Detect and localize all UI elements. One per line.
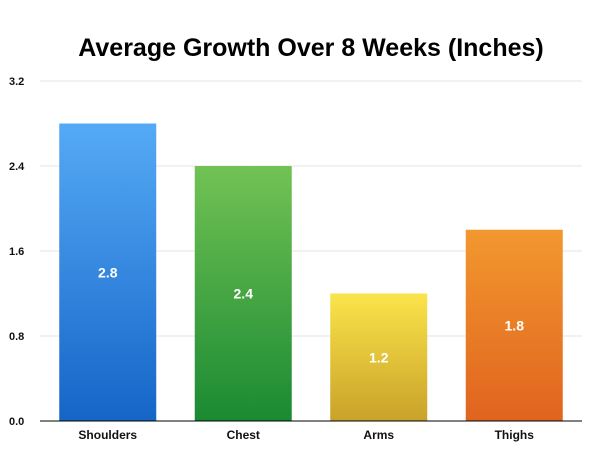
data-label: 2.4 bbox=[234, 286, 254, 302]
bar-arms bbox=[330, 293, 428, 421]
data-label: 2.8 bbox=[98, 264, 118, 280]
x-tick-label: Chest bbox=[227, 428, 260, 442]
data-label: 1.8 bbox=[505, 317, 525, 333]
x-tick-label: Shoulders bbox=[78, 428, 137, 442]
x-tick-label: Arms bbox=[363, 428, 394, 442]
data-label: 1.2 bbox=[369, 349, 389, 365]
y-tick-label: 0.0 bbox=[9, 416, 24, 428]
y-tick-label: 0.8 bbox=[9, 331, 24, 343]
bar-thighs bbox=[465, 229, 563, 421]
y-tick-label: 3.2 bbox=[9, 76, 24, 88]
bar-chest bbox=[194, 166, 292, 421]
x-tick-label: Thighs bbox=[495, 428, 535, 442]
bar-shoulders bbox=[59, 123, 157, 421]
labels: 0.0 0.8 1.6 2.4 3.2 2.8 Shoulders 2.4 Chest 1.2 Ar… bbox=[9, 76, 534, 442]
chart-title: Average Growth Over 8 Weeks (Inches) bbox=[78, 34, 544, 62]
y-tick-label: 1.6 bbox=[9, 246, 24, 258]
y-tick-label: 2.4 bbox=[9, 161, 25, 173]
bars bbox=[59, 123, 563, 421]
